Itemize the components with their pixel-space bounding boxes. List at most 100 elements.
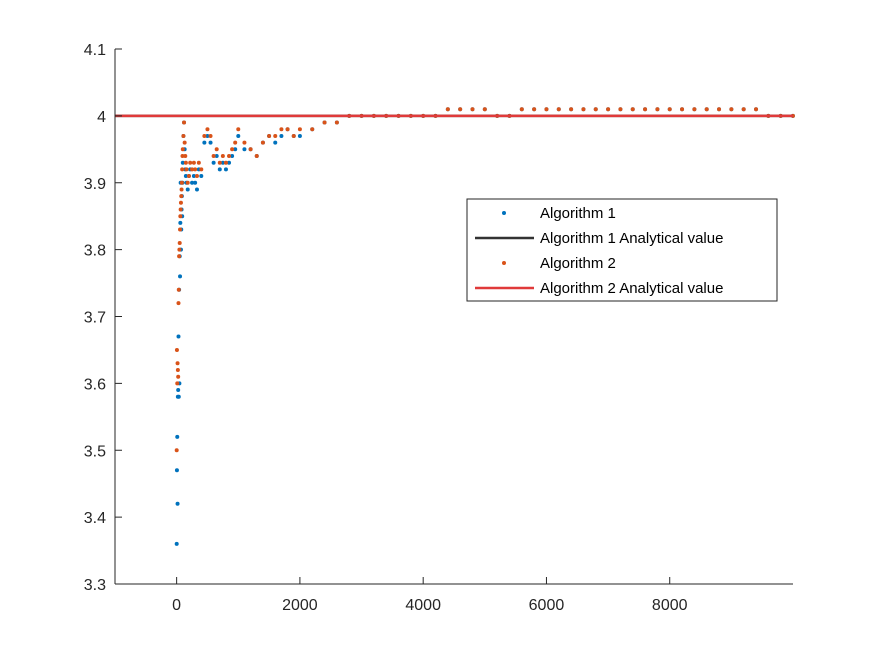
algorithm-2-point bbox=[186, 174, 191, 179]
y-tick-label: 3.3 bbox=[84, 577, 106, 594]
y-tick-label: 3.5 bbox=[84, 443, 106, 460]
algorithm-2-point bbox=[223, 160, 228, 165]
algorithm-1-points bbox=[174, 107, 795, 546]
algorithm-1-point bbox=[175, 434, 180, 439]
algorithm-2-point bbox=[291, 133, 296, 138]
algorithm-2-point bbox=[741, 107, 746, 112]
algorithm-1-point bbox=[233, 147, 238, 152]
algorithm-2-point bbox=[175, 368, 180, 372]
algorithm-2-analytical-legend-label: Algorithm 2 Analytical value bbox=[540, 280, 723, 297]
algorithm-1-point bbox=[205, 133, 210, 138]
algorithm-1-legend-marker bbox=[502, 211, 506, 215]
algorithm-2-point bbox=[273, 133, 278, 138]
algorithm-2-point bbox=[230, 147, 235, 152]
algorithm-2-point bbox=[183, 160, 188, 165]
algorithm-2-point bbox=[185, 180, 190, 185]
algorithm-2-legend-label: Algorithm 2 bbox=[540, 255, 616, 272]
axes bbox=[114, 48, 793, 585]
algorithm-1-point bbox=[191, 174, 196, 179]
algorithm-1-point bbox=[183, 174, 188, 179]
algorithm-1-point bbox=[199, 174, 204, 179]
algorithm-2-point bbox=[175, 361, 180, 366]
algorithm-2-point bbox=[297, 127, 302, 132]
algorithm-1-point bbox=[176, 334, 181, 339]
algorithm-2-point bbox=[581, 107, 586, 112]
algorithm-2-point bbox=[214, 147, 219, 152]
algorithm-2-point bbox=[519, 107, 524, 112]
algorithm-2-point bbox=[178, 227, 183, 232]
algorithm-1-point bbox=[175, 501, 180, 506]
algorithm-2-point bbox=[242, 140, 247, 145]
algorithm-1-point bbox=[211, 160, 216, 165]
algorithm-1-point bbox=[236, 133, 241, 138]
algorithm-2-point bbox=[556, 107, 561, 112]
algorithm-2-point bbox=[211, 154, 216, 158]
algorithm-2-point bbox=[178, 214, 183, 219]
algorithm-2-point bbox=[334, 120, 339, 125]
legend: Algorithm 1 Algorithm 1 Analytical value A… bbox=[466, 198, 778, 302]
algorithm-2-point bbox=[248, 147, 253, 152]
x-tick-label: 2000 bbox=[282, 597, 318, 614]
tick-labels: 3.3 3.4 3.5 3.6 3.7 3.8 3.9 4 4.1 0 2000 4000 6000 80… bbox=[84, 42, 688, 614]
x-tick-label: 6000 bbox=[529, 597, 565, 614]
algorithm-2-point bbox=[220, 154, 225, 158]
algorithm-2-point bbox=[236, 127, 241, 132]
algorithm-1-point bbox=[227, 160, 232, 165]
algorithm-1-point bbox=[214, 154, 219, 158]
algorithm-2-point bbox=[182, 140, 187, 145]
algorithm-2-point bbox=[176, 374, 181, 379]
algorithm-1-point bbox=[242, 147, 247, 152]
algorithm-2-point bbox=[630, 107, 635, 112]
algorithm-2-point bbox=[322, 120, 327, 125]
algorithm-2-point bbox=[754, 107, 759, 112]
algorithm-2-point bbox=[569, 107, 574, 112]
algorithm-2-point bbox=[177, 240, 182, 245]
algorithm-1-point bbox=[176, 394, 181, 399]
algorithm-1-point bbox=[208, 140, 213, 145]
algorithm-2-point bbox=[180, 147, 185, 152]
algorithm-1-point bbox=[185, 187, 190, 192]
algorithm-1-point bbox=[178, 274, 183, 279]
algorithm-2-point bbox=[184, 167, 189, 172]
algorithm-2-point bbox=[279, 127, 284, 132]
algorithm-2-point bbox=[176, 287, 181, 292]
algorithm-2-point bbox=[194, 174, 199, 179]
algorithm-2-point bbox=[445, 107, 450, 112]
algorithm-2-point bbox=[267, 133, 272, 138]
algorithm-2-point bbox=[606, 107, 611, 112]
algorithm-2-point bbox=[717, 107, 722, 112]
algorithm-2-point bbox=[177, 247, 182, 252]
algorithm-2-point bbox=[199, 167, 204, 172]
algorithm-2-point bbox=[191, 160, 196, 165]
y-tick-label: 3.4 bbox=[84, 510, 106, 527]
algorithm-2-point bbox=[692, 107, 697, 112]
algorithm-2-point bbox=[680, 107, 685, 112]
algorithm-2-point bbox=[180, 167, 185, 172]
algorithm-2-point bbox=[178, 207, 183, 212]
algorithm-2-legend-marker bbox=[502, 261, 506, 265]
algorithm-2-point bbox=[176, 301, 181, 306]
x-tick-label: 8000 bbox=[652, 597, 688, 614]
algorithm-1-point bbox=[202, 140, 207, 145]
algorithm-1-point bbox=[273, 140, 278, 145]
algorithm-2-point bbox=[179, 194, 184, 199]
algorithm-2-point bbox=[310, 127, 315, 132]
x-tick-label: 0 bbox=[172, 597, 181, 614]
algorithm-2-point bbox=[254, 154, 259, 158]
algorithm-1-point bbox=[230, 154, 235, 158]
algorithm-2-point bbox=[667, 107, 672, 112]
algorithm-2-point bbox=[260, 140, 265, 145]
algorithm-2-point bbox=[190, 167, 195, 172]
legend-box bbox=[466, 198, 778, 302]
algorithm-2-point bbox=[196, 160, 201, 165]
algorithm-2-point bbox=[593, 107, 598, 112]
algorithm-1-point bbox=[193, 180, 198, 185]
algorithm-2-point bbox=[285, 127, 290, 132]
algorithm-1-point bbox=[279, 133, 284, 138]
algorithm-2-point bbox=[202, 133, 207, 138]
algorithm-2-point bbox=[532, 107, 537, 112]
algorithm-2-point bbox=[181, 133, 186, 138]
algorithm-1-point bbox=[178, 220, 183, 225]
y-tick-label: 3.7 bbox=[84, 310, 106, 327]
algorithm-1-point bbox=[180, 160, 185, 165]
